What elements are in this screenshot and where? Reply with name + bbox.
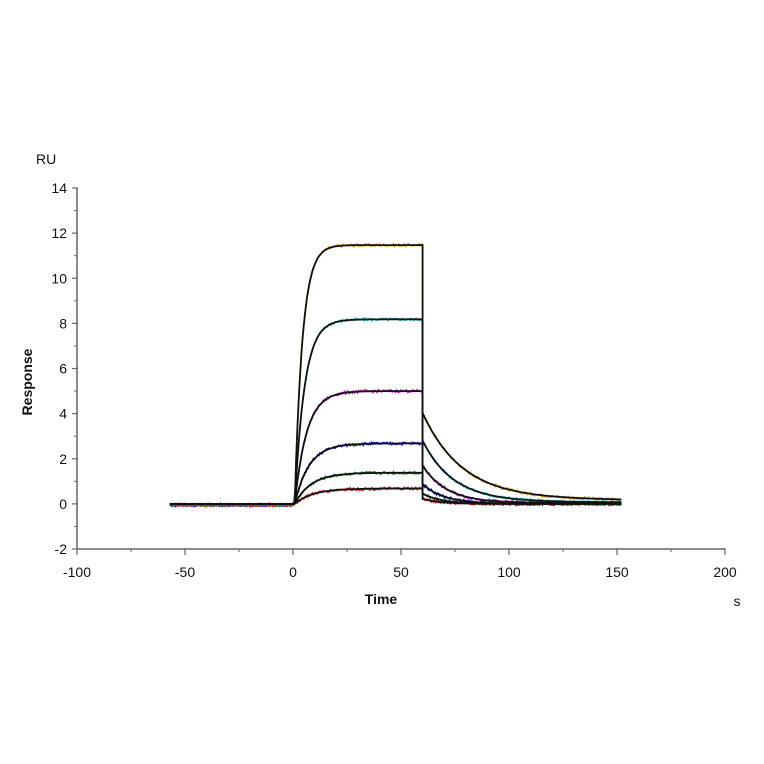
x-tick-label: 100 <box>497 564 521 580</box>
x-axis-title: Time <box>365 591 398 607</box>
y-ticks: -2 0 2 4 6 8 10 12 14 <box>51 180 78 557</box>
y-tick-label: 0 <box>59 496 67 512</box>
fit-curve <box>169 318 622 505</box>
plot-lines <box>169 241 622 509</box>
y-axis-title: Response <box>19 348 35 415</box>
y-tick-label: 8 <box>59 315 67 331</box>
data-curve <box>169 316 622 508</box>
x-unit-label: s <box>734 593 741 609</box>
fit-curve <box>169 244 622 505</box>
y-tick-label: -2 <box>55 541 68 557</box>
fit-curve <box>169 390 622 505</box>
axes: -2 0 2 4 6 8 10 12 14 -100 -50 0 50 100 150 200 <box>51 180 736 580</box>
y-tick-label: 2 <box>59 451 67 467</box>
y-tick-label: 6 <box>59 361 67 377</box>
y-tick-label: 4 <box>59 406 67 422</box>
x-tick-label: 0 <box>289 564 297 580</box>
x-tick-label: 50 <box>393 564 409 580</box>
x-ticks: -100 -50 0 50 100 150 200 <box>63 548 737 580</box>
x-tick-label: -50 <box>175 564 195 580</box>
x-tick-label: -100 <box>63 564 91 580</box>
y-tick-label: 14 <box>51 180 67 196</box>
y-tick-label: 10 <box>51 270 67 286</box>
y-tick-label: 12 <box>51 225 67 241</box>
data-curve <box>169 241 622 509</box>
x-tick-label: 150 <box>605 564 629 580</box>
x-tick-label: 200 <box>713 564 737 580</box>
fit-curve <box>169 487 622 505</box>
y-unit-label: RU <box>36 151 56 167</box>
